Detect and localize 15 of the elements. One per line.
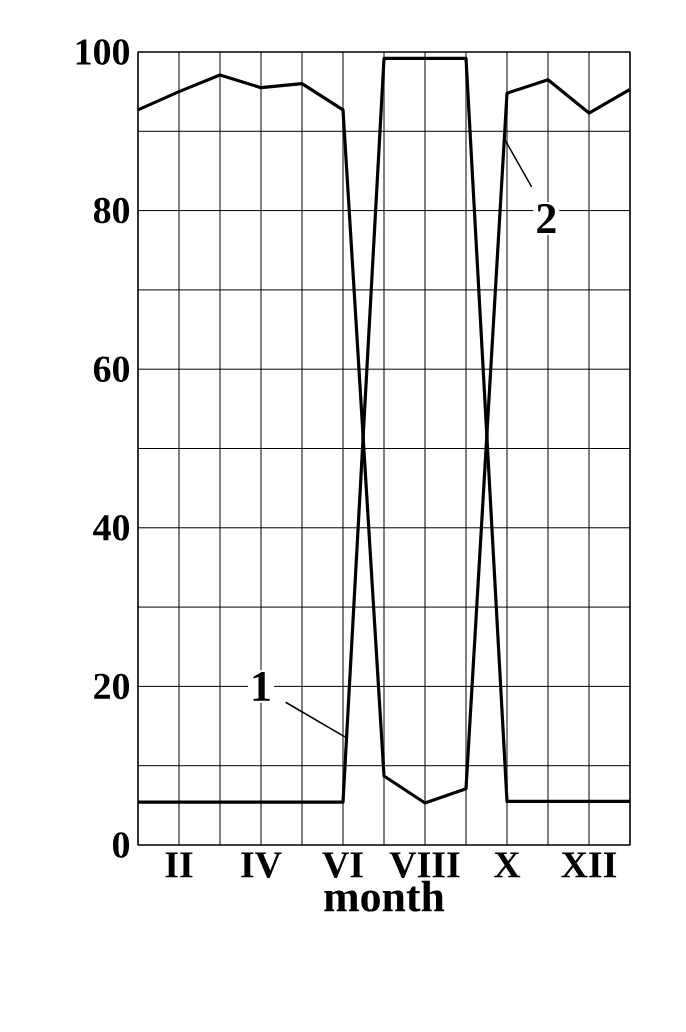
- x-tick-label: IV: [241, 852, 282, 878]
- x-tick-label: VIII: [389, 852, 460, 878]
- legend-label: 2: [537, 204, 556, 234]
- y-tick-label: 60: [93, 356, 130, 382]
- x-tick-label: VI: [322, 852, 363, 878]
- x-axis-title: month: [324, 880, 445, 912]
- y-tick-label: 20: [94, 673, 130, 700]
- y-tick-label: 80: [93, 197, 130, 224]
- x-tick-label: X: [494, 852, 521, 878]
- x-tick-label: II: [165, 852, 193, 878]
- series-label: 1: [253, 671, 270, 701]
- y-tick-label: 0: [112, 832, 130, 858]
- y-tick-label: 100: [76, 39, 130, 65]
- x-tick-label: XII: [561, 852, 617, 878]
- y-tick-label: 40: [93, 515, 130, 541]
